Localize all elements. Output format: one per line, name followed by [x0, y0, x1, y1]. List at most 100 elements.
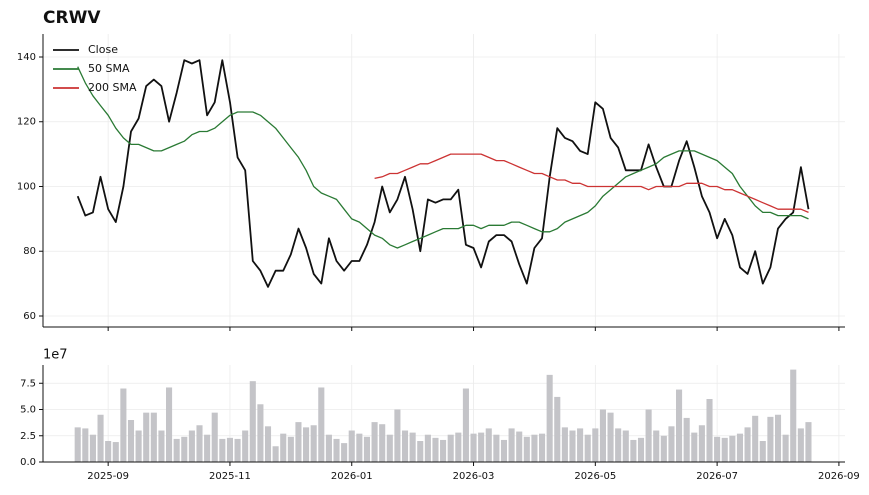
volume-bar	[379, 424, 386, 462]
volume-bar	[249, 381, 256, 462]
volume-bar	[257, 404, 264, 462]
volume-bar	[363, 436, 371, 462]
volume-bar	[386, 434, 393, 462]
volume-bar	[318, 387, 325, 462]
volume-bar	[310, 425, 317, 462]
x-tick-label: 2026-09	[818, 471, 860, 482]
y-tick-label: 80	[23, 246, 36, 257]
volume-bar	[653, 430, 660, 462]
volume-bar	[105, 441, 112, 462]
volume-bar	[280, 433, 287, 462]
volume-bar	[150, 412, 157, 462]
volume-bar	[455, 432, 462, 462]
volume-bar	[561, 427, 568, 462]
volume-bar	[333, 438, 340, 462]
volume-bar	[630, 439, 637, 462]
volume-bar	[683, 417, 690, 462]
volume-bar	[797, 428, 804, 462]
volume-bar	[447, 434, 454, 462]
volume-bar	[554, 396, 561, 462]
volume-bar	[272, 446, 279, 462]
volume-bar	[127, 420, 135, 462]
volume-bar	[645, 409, 652, 462]
volume-bar	[120, 388, 127, 462]
volume-bar	[668, 426, 675, 462]
volume-bar	[470, 433, 477, 462]
volume-bar	[432, 437, 439, 462]
volume-bar	[303, 427, 310, 462]
volume-bar	[287, 436, 294, 462]
volume-bar	[759, 441, 766, 462]
volume-bar	[143, 412, 150, 462]
y-tick-label: 5.0	[20, 405, 36, 416]
y-tick-label: 100	[17, 181, 36, 192]
y-tick-label: 60	[23, 311, 36, 322]
volume-bar	[462, 388, 469, 462]
series-line	[374, 153, 809, 213]
volume-bar	[622, 430, 629, 462]
y-tick-label: 7.5	[20, 378, 36, 389]
volume-bar	[523, 436, 530, 462]
volume-bar	[805, 422, 812, 462]
volume-bar	[424, 434, 431, 462]
x-tick-label: 2026-01	[331, 471, 373, 482]
volume-bar	[706, 399, 713, 462]
series-line	[77, 66, 809, 249]
volume-bar	[181, 436, 188, 462]
volume-bar	[714, 436, 721, 462]
volume-bar	[440, 439, 447, 462]
volume-bar	[135, 430, 142, 462]
volume-bar	[158, 430, 165, 462]
volume-bar	[721, 437, 728, 462]
volume-bar	[348, 430, 355, 462]
volume-bar	[196, 425, 203, 462]
volume-bar	[676, 389, 683, 462]
volume-bar	[226, 437, 233, 462]
volume-bar	[698, 425, 705, 462]
volume-bar	[500, 439, 508, 462]
volume-bar	[234, 438, 241, 462]
x-tick-label: 2026-03	[453, 471, 495, 482]
volume-bar	[607, 412, 614, 462]
volume-bar	[615, 428, 622, 462]
volume-bar	[516, 431, 523, 462]
volume-bar	[538, 433, 546, 462]
volume-bar	[82, 428, 89, 462]
offset-label: 1e7	[43, 348, 68, 363]
volume-bar	[569, 430, 576, 462]
volume-bar	[782, 434, 789, 462]
y-tick-label: 0.0	[20, 457, 36, 468]
volume-bar	[394, 409, 401, 462]
volume-bar	[599, 409, 606, 462]
series-line	[76, 59, 810, 288]
x-tick-label: 2025-11	[209, 471, 251, 482]
volume-bar	[204, 434, 211, 462]
volume-bar	[211, 412, 218, 462]
volume-bar	[173, 438, 180, 462]
volume-bar	[356, 433, 363, 462]
volume-bar	[188, 430, 195, 462]
volume-bar	[493, 434, 500, 462]
volume-bar	[409, 432, 416, 462]
x-tick-label: 2025-09	[87, 471, 129, 482]
x-tick-label: 2026-05	[574, 471, 616, 482]
volume-bar	[341, 443, 348, 462]
volume-bar	[790, 369, 797, 462]
volume-bar	[767, 416, 774, 462]
volume-bar	[242, 430, 249, 462]
volume-bar	[531, 434, 538, 462]
volume-bar	[485, 428, 492, 462]
volume-bar	[478, 432, 485, 462]
volume-bar	[744, 427, 751, 462]
volume-bar	[371, 422, 378, 462]
volume-bar	[219, 438, 226, 462]
volume-bar	[592, 428, 599, 462]
volume-bar	[660, 435, 667, 462]
volume-bar	[97, 414, 104, 462]
volume-bar	[112, 442, 119, 462]
volume-bar	[417, 441, 424, 462]
volume-bar	[74, 427, 81, 462]
volume-bar	[736, 433, 743, 462]
